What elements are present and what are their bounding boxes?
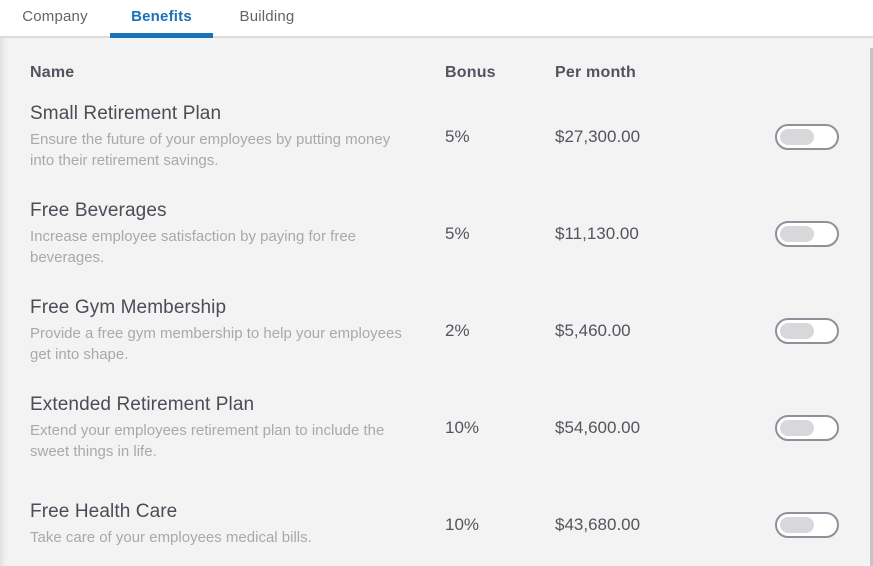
benefit-name: Small Retirement Plan [30, 102, 222, 124]
benefit-toggle[interactable] [775, 317, 839, 344]
tab-company[interactable]: Company [22, 7, 88, 25]
benefit-bonus: 5% [445, 223, 470, 243]
table-row: Small Retirement Plan Ensure the future … [0, 88, 873, 185]
column-header-per-month: Per month [555, 64, 636, 81]
toggle-knob [780, 322, 814, 339]
benefit-description: Increase employee satisfaction by paying… [30, 227, 357, 266]
benefit-bonus: 2% [445, 320, 470, 340]
benefit-toggle[interactable] [775, 123, 839, 150]
benefit-name: Extended Retirement Plan [30, 393, 255, 415]
tab-benefits[interactable]: Benefits [110, 0, 213, 38]
benefit-info: Extended Retirement Plan Extend your emp… [30, 394, 445, 462]
benefit-per-month: $27,300.00 [555, 126, 641, 146]
benefit-bonus: 10% [445, 514, 480, 534]
benefit-per-month: $43,680.00 [555, 514, 641, 534]
benefit-per-month: $11,130.00 [555, 223, 639, 243]
toggle-knob [780, 225, 814, 242]
benefit-name: Free Beverages [30, 199, 167, 221]
benefit-toggle[interactable] [775, 220, 839, 247]
benefit-info: Small Retirement Plan Ensure the future … [30, 103, 445, 171]
benefit-info: Free Health Care Take care of your emplo… [30, 501, 445, 548]
benefit-description: Take care of your employees medical bill… [30, 529, 312, 546]
benefit-name: Free Health Care [30, 501, 178, 522]
benefits-panel: Name Bonus Per month Small Retirement Pl… [0, 38, 873, 566]
benefit-description: Provide a free gym membership to help yo… [30, 324, 402, 363]
table-header-row: Name Bonus Per month [0, 38, 873, 88]
tab-bar: Company Benefits Building [0, 0, 873, 38]
benefit-info: Free Beverages Increase employee satisfa… [30, 200, 445, 268]
tab-building[interactable]: Building [239, 7, 295, 25]
table-row: Free Beverages Increase employee satisfa… [0, 185, 873, 282]
benefit-name: Free Gym Membership [30, 296, 227, 318]
benefit-bonus: 10% [445, 417, 480, 437]
column-header-bonus: Bonus [445, 64, 496, 81]
toggle-knob [780, 128, 814, 145]
benefit-toggle[interactable] [775, 414, 839, 441]
table-row: Extended Retirement Plan Extend your emp… [0, 379, 873, 476]
table-row: Free Health Care Take care of your emplo… [0, 476, 873, 566]
column-header-name: Name [30, 64, 75, 81]
panel-right-edge [870, 48, 873, 566]
toggle-knob [780, 419, 814, 436]
benefit-per-month: $54,600.00 [555, 417, 641, 437]
table-row: Free Gym Membership Provide a free gym m… [0, 282, 873, 379]
benefit-bonus: 5% [445, 126, 470, 146]
benefit-description: Extend your employees retirement plan to… [30, 421, 385, 460]
benefit-description: Ensure the future of your employees by p… [30, 130, 391, 169]
toggle-knob [780, 516, 814, 533]
benefit-toggle[interactable] [775, 511, 839, 538]
benefit-per-month: $5,460.00 [555, 320, 631, 340]
benefit-info: Free Gym Membership Provide a free gym m… [30, 297, 445, 365]
